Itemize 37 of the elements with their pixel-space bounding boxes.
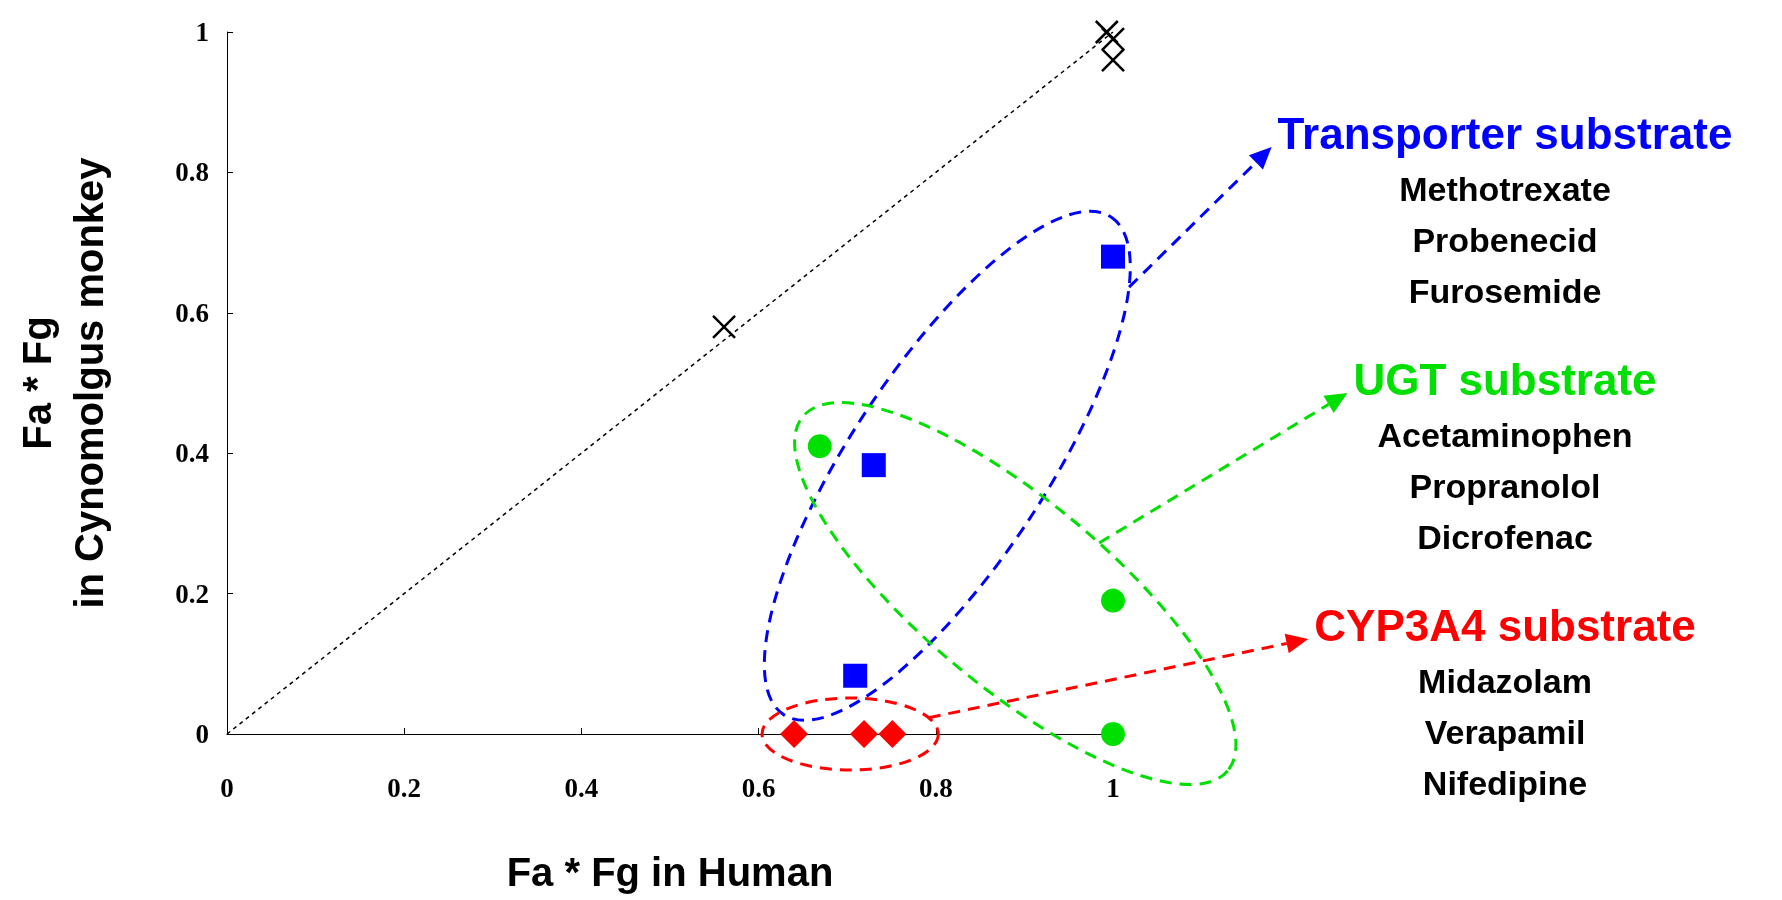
point [850, 720, 879, 748]
x-tick-label: 0 [220, 772, 234, 803]
legend-label: CYP3A4 substrate [1314, 600, 1696, 650]
y-tick-label: 0.8 [175, 157, 209, 188]
x-tick-label: 0.4 [564, 772, 599, 803]
text: Propranolol [1409, 467, 1601, 505]
text: Dicrofenac [1417, 518, 1593, 556]
y-tick-label: 1 [195, 17, 209, 47]
x-tick-label: 0.2 [387, 772, 422, 803]
point [807, 434, 832, 459]
text: Nifedipine [1422, 764, 1588, 802]
x-tick-label: 1 [1106, 772, 1120, 803]
text: Probenecid [1412, 221, 1598, 259]
point [878, 720, 907, 748]
y-tick-label: 0.2 [175, 578, 209, 609]
text: Midazolam [1418, 662, 1592, 700]
text: Acetaminophen [1377, 416, 1633, 454]
x-tick-label: 0.6 [741, 772, 776, 803]
legend-label: Transporter substrate [1277, 108, 1733, 158]
x-axis-title: Fa * Fg in Human [506, 850, 834, 894]
y-tick-label: 0.6 [175, 297, 209, 328]
point [1101, 244, 1125, 269]
point [711, 314, 737, 340]
y-tick-label: 0.4 [175, 438, 209, 469]
text: Furosemide [1408, 272, 1602, 310]
text: Verapamil [1424, 713, 1586, 751]
y-axis-title: Fa * Fg in Cynomolgus monkey [15, 156, 111, 609]
point [861, 453, 886, 478]
point [843, 663, 868, 688]
legend-label: UGT substrate [1353, 354, 1657, 404]
point [1094, 19, 1120, 45]
y-tick-label: 0 [195, 719, 209, 749]
point [1101, 722, 1125, 746]
x-tick-label: 0.8 [918, 772, 953, 803]
text: Methotrexate [1399, 170, 1611, 208]
point [1101, 588, 1125, 613]
point [780, 720, 809, 748]
